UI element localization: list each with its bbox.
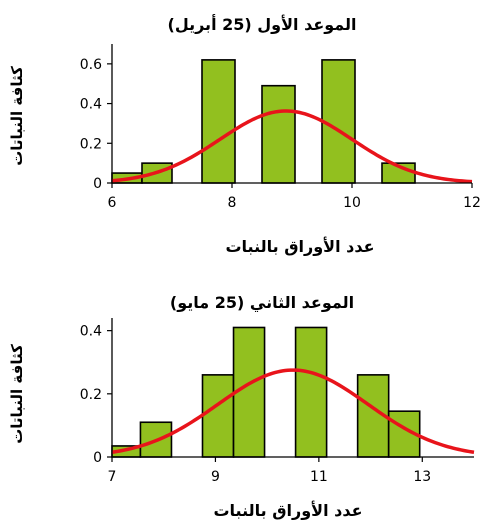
chart-1-title: الموعد الأول (25 أبريل)	[168, 14, 357, 34]
x-tick-label: 12	[463, 195, 481, 211]
histogram-bar	[294, 326, 328, 458]
chart-2-normal-curve	[111, 368, 475, 455]
x-tick-label: 7	[108, 469, 117, 485]
x-tick-label: 6	[108, 195, 117, 211]
histogram-bar	[321, 59, 356, 184]
x-tick-label: 9	[211, 469, 220, 485]
chart-1-normal-curve	[111, 109, 473, 184]
y-tick-label: 0.6	[80, 57, 102, 73]
x-tick-label: 11	[310, 469, 328, 485]
chart-2: الموعد الثاني (25 مايو) كثافة النباتات ع…	[8, 293, 475, 520]
x-tick-label: 10	[343, 195, 361, 211]
y-tick-label: 0	[93, 176, 102, 192]
histogram-bar	[261, 84, 296, 184]
chart-2-x-ticks: 7 9 11 13	[108, 457, 431, 485]
x-tick-label: 13	[413, 469, 431, 485]
y-tick-label: 0.2	[80, 387, 102, 403]
y-tick-label: 0	[93, 450, 102, 466]
chart-2-xlabel: عدد الأوراق بالنبات	[213, 501, 362, 520]
chart-1: الموعد الأول (25 أبريل) كثافة النباتات ع…	[8, 14, 481, 256]
y-tick-label: 0.4	[80, 97, 102, 113]
chart-2-y-ticks: 0 0.2 0.4	[80, 324, 112, 466]
histogram-bar	[201, 374, 235, 458]
chart-2-ylabel: كثافة النباتات	[8, 344, 26, 444]
chart-1-xlabel: عدد الأوراق بالنبات	[225, 237, 374, 256]
chart-1-y-ticks: 0 0.2 0.4 0.6	[80, 57, 112, 192]
chart-2-title: الموعد الثاني (25 مايو)	[170, 293, 354, 313]
chart-2-bars	[111, 326, 421, 458]
y-tick-label: 0.2	[80, 136, 102, 152]
x-tick-label: 8	[228, 195, 237, 211]
histogram-bar	[201, 59, 236, 184]
chart-1-x-ticks: 6 8 10 12	[108, 183, 481, 211]
y-tick-label: 0.4	[80, 324, 102, 340]
chart-1-ylabel: كثافة النباتات	[8, 66, 26, 166]
chart-1-bars	[111, 59, 416, 184]
